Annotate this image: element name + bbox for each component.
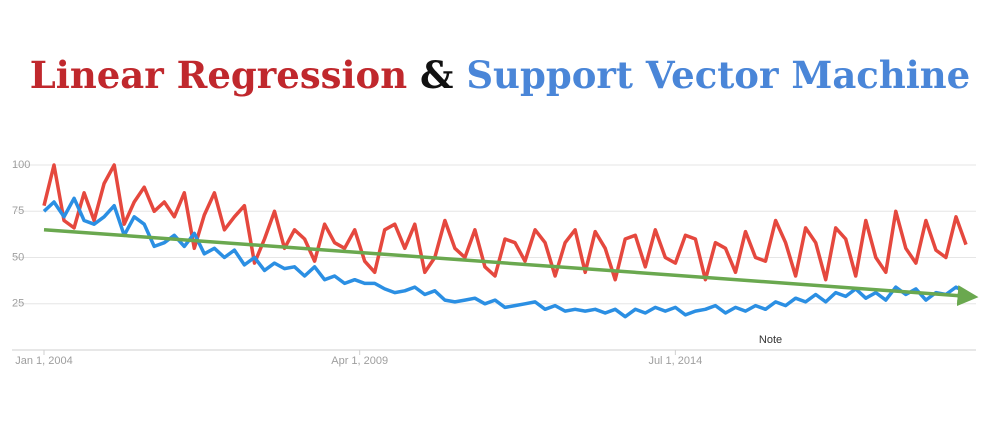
chart-title: Linear Regression & Support Vector Machi…: [30, 53, 970, 97]
title-part: &: [420, 53, 453, 97]
title-part: Linear Regression: [30, 53, 407, 97]
y-tick-label: 75: [12, 205, 24, 217]
y-tick-label: 100: [12, 159, 30, 171]
x-tick-label: Jul 1, 2014: [648, 355, 702, 367]
y-tick-label: 50: [12, 251, 24, 263]
annotation: Note: [759, 334, 782, 346]
x-tick-label: Apr 1, 2009: [331, 355, 388, 367]
trend-arrow: [43, 228, 979, 307]
y-tick-label: 25: [12, 298, 24, 310]
title-part: Support Vector Machine: [466, 53, 970, 97]
x-tick-label: Jan 1, 2004: [15, 355, 73, 367]
